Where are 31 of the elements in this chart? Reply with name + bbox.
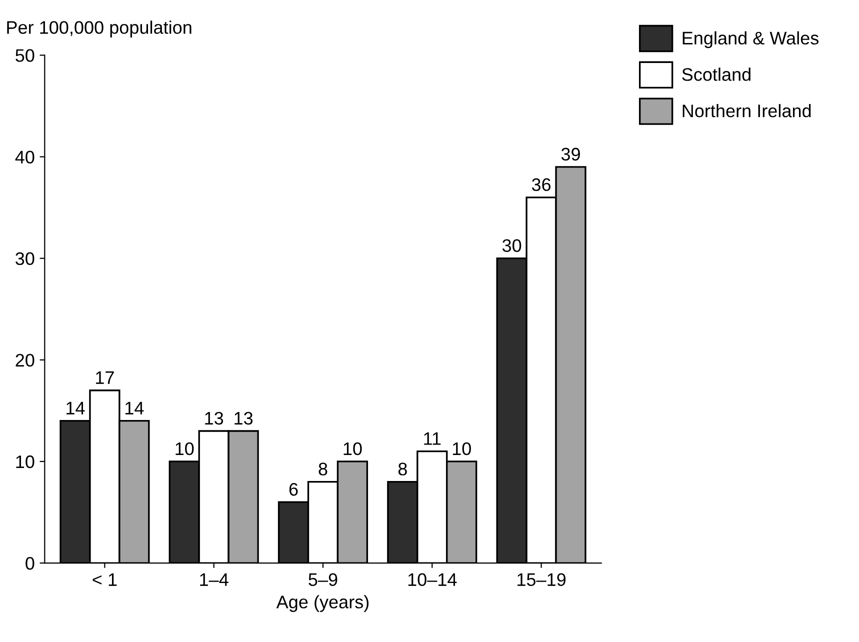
y-tick-label: 40 (15, 150, 34, 164)
data-label: 6 (289, 482, 298, 496)
x-tick-label: 5–9 (308, 573, 338, 586)
data-label: 8 (398, 462, 407, 476)
data-label: 10 (176, 442, 194, 456)
x-tick-label: 1–4 (200, 573, 228, 586)
x-axis-title: Age (years) (276, 595, 369, 612)
y-tick-label: 30 (16, 252, 34, 266)
x-tick-label: < 1 (92, 573, 117, 586)
data-label: 14 (66, 402, 85, 414)
data-label: 13 (205, 412, 224, 425)
data-label: 13 (234, 412, 253, 425)
data-label: 17 (96, 371, 114, 384)
legend-label: Scotland (682, 68, 750, 81)
y-tick-label: 20 (16, 354, 34, 367)
x-tick-label: 10–14 (408, 573, 457, 586)
y-tick-label: 0 (26, 556, 34, 570)
data-label: 10 (452, 442, 471, 456)
x-tick-label: 15–19 (518, 573, 566, 586)
data-label: 39 (561, 148, 580, 161)
data-label: 36 (532, 178, 551, 192)
legend-label: Northern Ireland (682, 104, 811, 118)
data-label: 10 (344, 442, 362, 456)
data-label: 11 (424, 432, 441, 445)
data-label: 8 (318, 462, 328, 476)
y-tick-label: 50 (16, 49, 34, 62)
y-tick-label: 10 (16, 455, 34, 468)
legend-label: England & Wales (682, 31, 819, 48)
data-label: 14 (126, 402, 144, 414)
y-axis-title: Per 100,000 population (7, 20, 192, 38)
data-label: 30 (502, 239, 522, 252)
